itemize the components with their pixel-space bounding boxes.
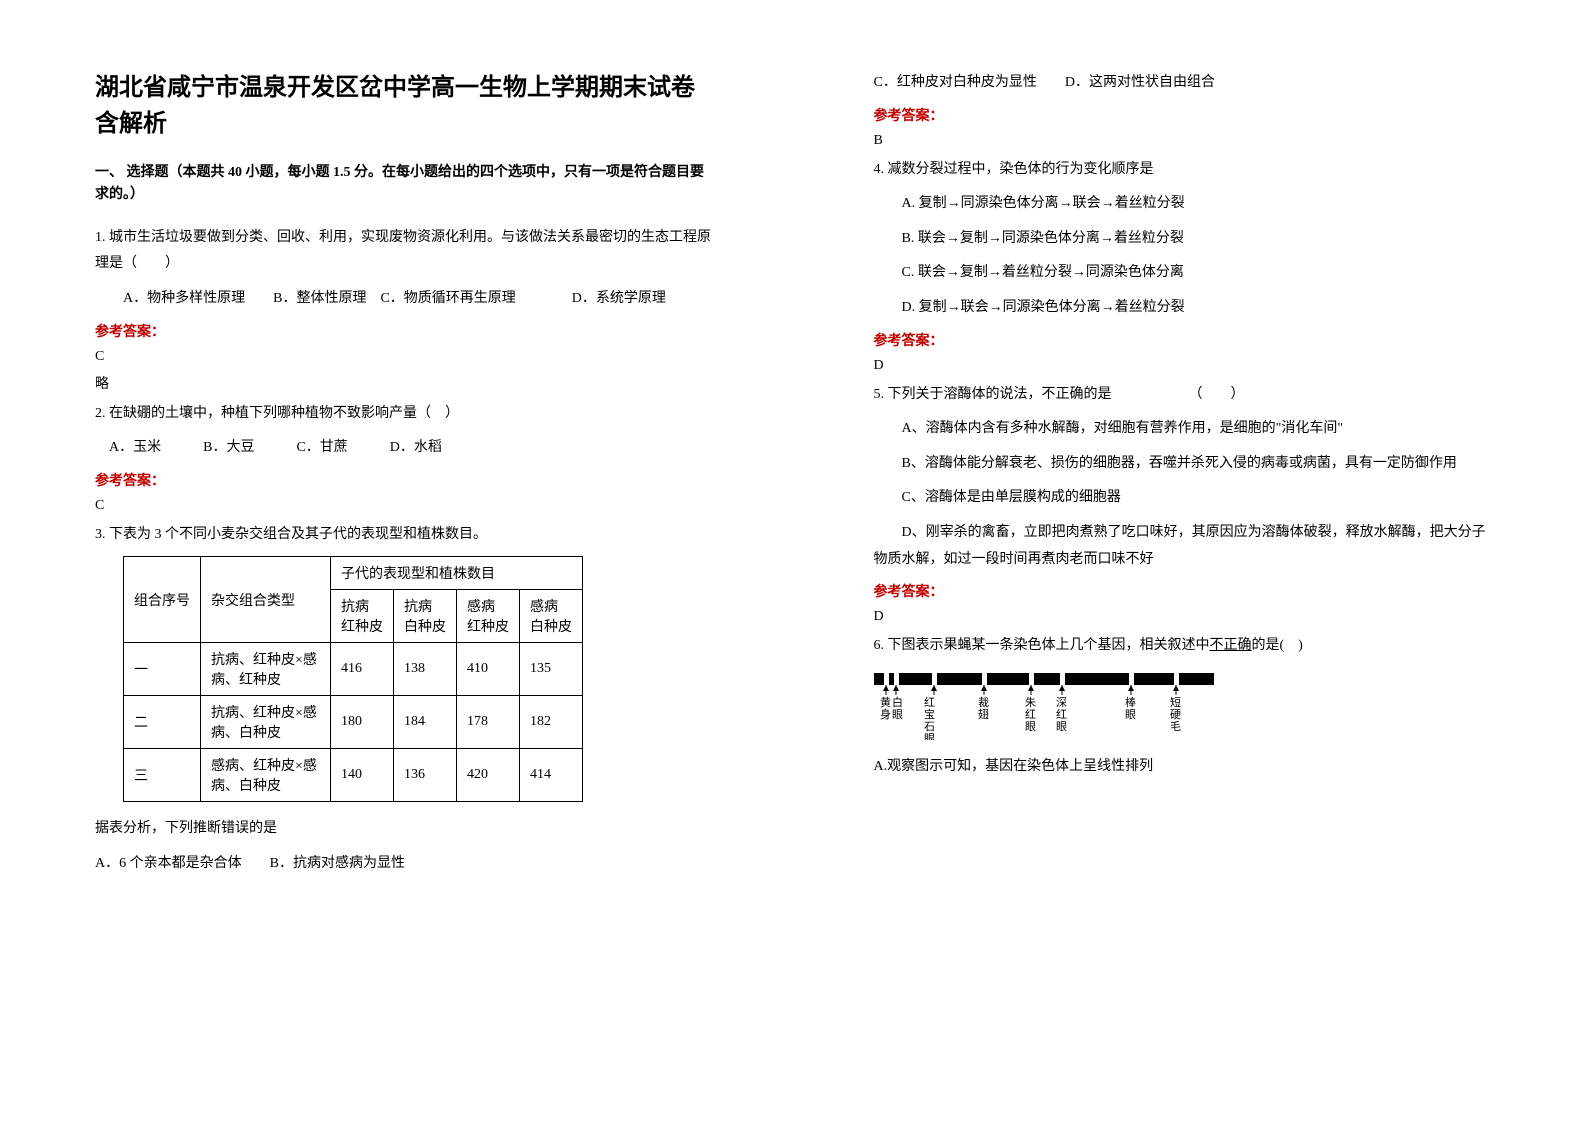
q6-text: 6. 下图表示果蝇某一条染色体上几个基因，相关叙述中不正确的是( ) bbox=[874, 633, 1493, 660]
q5-answer-label: 参考答案： bbox=[874, 581, 1493, 601]
q2-text: 2. 在缺硼的土壤中，种植下列哪种植物不致影响产量（ ） bbox=[95, 401, 714, 428]
q1-note: 略 bbox=[95, 373, 714, 393]
svg-text:身: 身 bbox=[880, 707, 891, 721]
q3-answer: B bbox=[874, 133, 1493, 149]
q4-answer-label: 参考答案： bbox=[874, 330, 1493, 350]
th-offspring: 子代的表现型和植株数目 bbox=[331, 557, 583, 590]
q5-opt-a: A、溶酶体内含有多种水解酶，对细胞有营养作用，是细胞的"消化车间" bbox=[874, 416, 1493, 443]
q5-opt-d: D、刚宰杀的禽畜，立即把肉煮熟了吃口味好，其原因应为溶酶体破裂，释放水解酶，把大… bbox=[874, 520, 1493, 573]
svg-text:宝: 宝 bbox=[924, 707, 935, 721]
q1-text: 1. 城市生活垃圾要做到分类、回收、利用，实现废物资源化利用。与该做法关系最密切… bbox=[95, 225, 714, 278]
gene-label-1: 黄 bbox=[880, 695, 891, 709]
svg-text:石: 石 bbox=[924, 721, 935, 733]
svg-text:眼: 眼 bbox=[1125, 708, 1136, 721]
section-intro: 一、 选择题（本题共 40 小题，每小题 1.5 分。在每小题给出的四个选项中，… bbox=[95, 162, 714, 207]
q5-answer: D bbox=[874, 609, 1493, 625]
svg-text:毛: 毛 bbox=[1170, 720, 1181, 733]
q5-opt-c: C、溶酶体是由单层膜构成的细胞器 bbox=[874, 485, 1493, 512]
q4-opt-a: A. 复制→同源染色体分离→联会→着丝粒分裂 bbox=[874, 191, 1493, 218]
svg-text:硬: 硬 bbox=[1170, 708, 1181, 721]
q6-diagram: 黄 身 白 眼 红 宝 石 眼 裁 翅 朱 红 眼 深 红 眼 棒 眼 短 硬 … bbox=[874, 670, 1493, 740]
q2-options: A．玉米 B．大豆 C．甘蔗 D．水稻 bbox=[95, 435, 714, 462]
th-combo-type: 杂交组合类型 bbox=[201, 557, 331, 643]
svg-text:翅: 翅 bbox=[978, 707, 989, 721]
th-sub1: 抗病红种皮 bbox=[331, 590, 394, 643]
svg-text:红: 红 bbox=[1056, 708, 1067, 721]
svg-text:眼: 眼 bbox=[924, 732, 935, 740]
q6-opt-a: A.观察图示可知，基因在染色体上呈线性排列 bbox=[874, 754, 1493, 781]
page-title: 湖北省咸宁市温泉开发区岔中学高一生物上学期期末试卷含解析 bbox=[95, 70, 714, 142]
gene-label-4: 裁 bbox=[978, 696, 989, 709]
gene-label-2: 白 bbox=[892, 695, 903, 709]
q3-options-ab: A．6 个亲本都是杂合体 B．抗病对感病为显性 bbox=[95, 851, 714, 878]
th-combo-num: 组合序号 bbox=[124, 557, 201, 643]
q3-after-table: 据表分析，下列推断错误的是 bbox=[95, 816, 714, 843]
table-row: 三 感病、红种皮×感病、白种皮 140 136 420 414 bbox=[124, 749, 583, 802]
q5-opt-b: B、溶酶体能分解衰老、损伤的细胞器，吞噬并杀死入侵的病毒或病菌，具有一定防御作用 bbox=[874, 451, 1493, 478]
q2-answer-label: 参考答案： bbox=[95, 470, 714, 490]
q3-options-cd: C．红种皮对白种皮为显性 D．这两对性状自由组合 bbox=[874, 70, 1493, 97]
q3-answer-label: 参考答案： bbox=[874, 105, 1493, 125]
gene-label-7: 棒 bbox=[1125, 695, 1136, 709]
q4-opt-c: C. 联会→复制→着丝粒分裂→同源染色体分离 bbox=[874, 260, 1493, 287]
q1-answer-label: 参考答案： bbox=[95, 321, 714, 341]
gene-label-8: 短 bbox=[1170, 695, 1181, 709]
th-sub4: 感病白种皮 bbox=[520, 590, 583, 643]
q5-text: 5. 下列关于溶酶体的说法，不正确的是 （ ） bbox=[874, 382, 1493, 409]
q4-answer: D bbox=[874, 358, 1493, 374]
q3-table: 组合序号 杂交组合类型 子代的表现型和植株数目 抗病红种皮 抗病白种皮 感病红种… bbox=[95, 556, 714, 802]
svg-text:眼: 眼 bbox=[892, 708, 903, 721]
gene-label-6: 深 bbox=[1056, 696, 1067, 709]
gene-label-5: 朱 bbox=[1025, 696, 1036, 709]
svg-text:眼: 眼 bbox=[1025, 720, 1036, 733]
th-sub3: 感病红种皮 bbox=[457, 590, 520, 643]
th-sub2: 抗病白种皮 bbox=[394, 590, 457, 643]
table-row: 二 抗病、红种皮×感病、白种皮 180 184 178 182 bbox=[124, 696, 583, 749]
q2-answer: C bbox=[95, 498, 714, 514]
svg-text:红: 红 bbox=[1025, 708, 1036, 721]
q3-text: 3. 下表为 3 个不同小麦杂交组合及其子代的表现型和植株数目。 bbox=[95, 522, 714, 549]
table-row: 一 抗病、红种皮×感病、红种皮 416 138 410 135 bbox=[124, 643, 583, 696]
svg-text:眼: 眼 bbox=[1056, 720, 1067, 733]
q1-answer: C bbox=[95, 349, 714, 365]
q4-opt-b: B. 联会→复制→同源染色体分离→着丝粒分裂 bbox=[874, 226, 1493, 253]
q4-text: 4. 减数分裂过程中，染色体的行为变化顺序是 bbox=[874, 157, 1493, 184]
gene-label-3: 红 bbox=[924, 696, 935, 709]
q1-options: A．物种多样性原理 B．整体性原理 C．物质循环再生原理 D．系统学原理 bbox=[95, 286, 714, 313]
q4-opt-d: D. 复制→联会→同源染色体分离→着丝粒分裂 bbox=[874, 295, 1493, 322]
